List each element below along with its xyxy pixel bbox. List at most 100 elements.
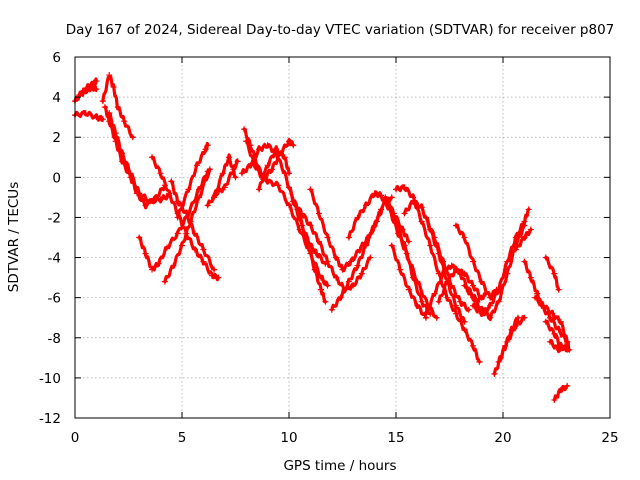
series-s35 <box>497 316 520 364</box>
data-point-marker <box>204 142 211 149</box>
data-point-marker <box>542 254 549 261</box>
data-point-marker <box>388 194 395 201</box>
data-point-marker <box>555 286 562 293</box>
data-point-marker <box>211 194 218 201</box>
data-point-marker <box>101 104 108 111</box>
data-point-marker <box>422 214 429 221</box>
data-point-marker <box>551 270 558 277</box>
data-point-marker <box>168 178 175 185</box>
data-point-marker <box>504 270 511 277</box>
y-tick-label: -6 <box>48 291 61 307</box>
data-point-marker <box>174 214 181 221</box>
data-point-marker <box>149 266 156 273</box>
data-point-marker <box>562 342 569 349</box>
data-point-marker <box>397 266 404 273</box>
data-point-marker <box>418 218 425 225</box>
data-point-marker <box>508 326 515 333</box>
y-tick-label: -12 <box>39 411 61 427</box>
data-point-marker <box>264 142 271 149</box>
data-point-marker <box>89 84 96 91</box>
data-point-marker <box>410 198 417 205</box>
data-point-marker <box>290 142 297 149</box>
data-point-marker <box>179 242 185 249</box>
data-point-marker <box>183 210 190 217</box>
data-point-marker <box>564 346 571 353</box>
data-point-marker <box>551 330 558 337</box>
y-tick-labels: -12 -10 -8 -6 -4 -2 0 2 4 6 <box>39 50 61 427</box>
data-point-marker <box>495 358 502 365</box>
y-tick-label: 0 <box>52 170 61 186</box>
data-point-marker <box>324 258 331 265</box>
data-point-marker <box>564 338 571 345</box>
data-point-marker <box>238 170 245 177</box>
data-point-marker <box>452 222 459 229</box>
data-point-marker <box>452 310 459 317</box>
series-s4 <box>101 75 135 139</box>
data-point-marker <box>136 234 143 241</box>
data-point-marker <box>298 210 305 217</box>
data-point-marker <box>435 298 442 305</box>
x-tick-label: 25 <box>601 430 618 446</box>
data-point-marker <box>414 302 421 309</box>
data-point-marker <box>461 282 468 289</box>
data-point-marker <box>226 154 233 161</box>
data-point-marker <box>354 262 361 269</box>
data-point-marker <box>328 306 335 313</box>
series-s1 <box>73 110 105 122</box>
data-point-marker <box>431 234 438 241</box>
data-point-marker <box>527 274 534 281</box>
chart-title: Day 167 of 2024, Sidereal Day-to-day VTE… <box>66 22 615 38</box>
data-point-marker <box>390 210 397 217</box>
x-tick-label: 15 <box>387 430 404 446</box>
data-point-marker <box>286 170 292 177</box>
data-point-marker <box>112 130 119 137</box>
data-point-marker <box>324 282 331 289</box>
data-point-marker <box>333 274 340 281</box>
data-point-marker <box>401 242 408 249</box>
data-point-marker <box>146 198 153 205</box>
data-point-marker <box>418 204 425 211</box>
series-s9 <box>163 167 212 284</box>
data-point-marker <box>345 278 352 285</box>
x-tick-label: 10 <box>280 430 297 446</box>
y-tick-label: -8 <box>48 331 61 347</box>
data-point-marker <box>410 274 417 281</box>
data-point-marker <box>243 138 250 145</box>
data-point-marker <box>470 342 477 349</box>
data-point-marker <box>286 138 292 145</box>
data-point-marker <box>478 306 485 313</box>
data-point-marker <box>318 274 325 281</box>
data-point-marker <box>313 250 320 257</box>
data-point-marker <box>440 258 447 265</box>
data-point-marker <box>448 282 455 289</box>
plot-frame <box>74 56 611 419</box>
data-point-marker <box>200 258 207 265</box>
data-point-marker <box>363 242 370 249</box>
data-point-marker <box>356 246 363 253</box>
data-point-marker <box>121 118 128 125</box>
data-point-marker <box>461 326 468 333</box>
data-point-marker <box>444 294 451 301</box>
data-point-marker <box>502 342 509 349</box>
data-point-marker <box>452 302 459 309</box>
data-point-marker <box>339 266 346 273</box>
data-point-marker <box>234 158 241 165</box>
x-tick-label: 0 <box>71 430 80 446</box>
data-point-marker <box>106 72 113 79</box>
data-point-marker <box>324 234 331 241</box>
data-point-marker <box>527 226 534 233</box>
data-point-marker <box>204 202 211 209</box>
data-point-marker <box>307 186 314 193</box>
data-point-marker <box>542 318 549 325</box>
data-point-marker <box>208 272 215 279</box>
data-point-marker <box>166 190 173 197</box>
series-s37 <box>522 260 544 308</box>
data-point-marker <box>405 238 412 245</box>
data-point-marker <box>378 192 385 199</box>
data-point-marker <box>82 110 89 117</box>
series-s34 <box>492 315 526 376</box>
data-point-marker <box>106 110 113 117</box>
data-point-marker <box>371 222 378 229</box>
data-point-marker <box>315 238 322 245</box>
data-point-marker <box>318 286 325 293</box>
